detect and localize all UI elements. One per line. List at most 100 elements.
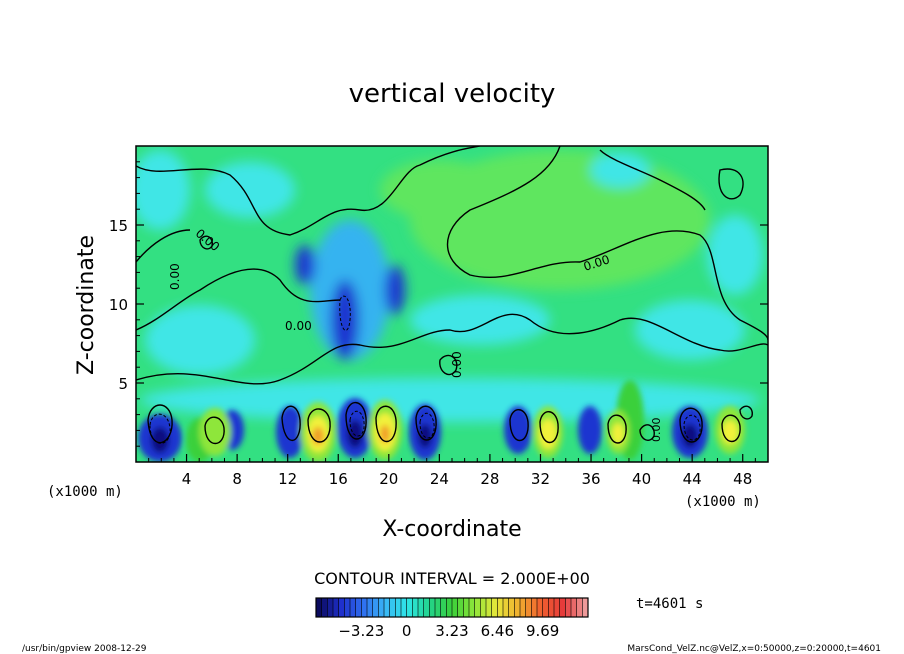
cyan-region [590, 152, 650, 188]
colorbar-segment [571, 598, 578, 617]
contour-zero [599, 149, 706, 211]
colorbar-segment [537, 598, 544, 617]
x-tick-label: 4 [182, 470, 192, 488]
colorbar-segment [486, 598, 493, 617]
colorbar-segment [491, 598, 498, 617]
colorbar-segment [327, 598, 334, 617]
cyan-region [205, 162, 295, 218]
x-tick-label: 24 [430, 470, 449, 488]
x-tick-label: 44 [683, 470, 702, 488]
colorbar-segment [350, 598, 357, 617]
colorbar-segment [469, 598, 476, 617]
colorbar-segment [508, 598, 515, 617]
blue-cell [151, 427, 169, 453]
colorbar-segment [542, 598, 549, 617]
footer-right: MarsCond_VelZ.nc@VelZ,x=0:50000,z=0:2000… [627, 644, 881, 654]
colorbar-tick-label: 3.23 [435, 622, 468, 640]
colorbar-segment [474, 598, 481, 617]
x-tick-label: 32 [531, 470, 550, 488]
y-tick-label: 5 [118, 375, 128, 393]
colorbar-segment [582, 598, 589, 617]
colorbar-segment [316, 598, 323, 617]
contour-zero [136, 313, 768, 385]
colorbar-segment [435, 598, 442, 617]
x-tick-label: 36 [581, 470, 600, 488]
cyan-region [145, 305, 255, 375]
contour-zero [136, 229, 191, 263]
colorbar-tick-label: 0 [402, 622, 412, 640]
chart-title: vertical velocity [349, 79, 556, 109]
upper-green-region [380, 160, 500, 220]
negative-contours [149, 295, 701, 444]
colorbar-segment [554, 598, 561, 617]
blue-cell [276, 406, 304, 458]
contour-label: 0.00 [285, 319, 312, 333]
colorbar-segment [446, 598, 453, 617]
colorbar-segment [355, 598, 362, 617]
colorbar-segment [525, 598, 532, 617]
colorbar-segment [423, 598, 430, 617]
colorbar-segment [429, 598, 436, 617]
colorbar-segment [401, 598, 408, 617]
colorbar-segment [321, 598, 328, 617]
contour-zero [136, 146, 481, 236]
x-units-right: (x1000 m) [685, 494, 761, 510]
y-tick-label: 10 [109, 296, 128, 314]
velocity-field: 0.00 0.00 0.00 0.00 0.00 0.00 [136, 146, 768, 462]
x-axis: 4 8 12 16 20 24 28 32 36 40 44 48 [148, 454, 756, 488]
updraft-cell [612, 423, 624, 445]
colorbar [315, 597, 589, 618]
blue-cell [578, 406, 602, 454]
colorbar-segment [520, 598, 527, 617]
footer-left: /usr/bin/gpview 2008-12-29 [22, 644, 147, 654]
colorbar-tick-label: 6.46 [481, 622, 514, 640]
colorbar-segment [452, 598, 459, 617]
contour-lines [136, 146, 768, 444]
colorbar-segment [338, 598, 345, 617]
contour-label: 0.00 [168, 263, 182, 290]
y-tick-label: 15 [109, 217, 128, 235]
colorbar-segment [440, 598, 447, 617]
colorbar-segment [565, 598, 572, 617]
colorbar-segment [412, 598, 419, 617]
contour-zero [136, 268, 341, 331]
colorbar-segment [406, 598, 413, 617]
colorbar-segment [344, 598, 351, 617]
colorbar-segment [480, 598, 487, 617]
x-tick-label: 8 [232, 470, 242, 488]
x-tick-label: 48 [733, 470, 752, 488]
x-tick-label: 16 [329, 470, 348, 488]
contour-label: 0.00 [450, 351, 464, 378]
cyan-region [707, 215, 763, 295]
blue-region [385, 265, 405, 315]
colorbar-segment [361, 598, 368, 617]
colorbar-tick-label: −3.23 [338, 622, 384, 640]
colorbar-segment [514, 598, 521, 617]
colorbar-segment [531, 598, 538, 617]
y-axis-label: Z-coordinate [74, 235, 99, 375]
colorbar-ticks: −3.23 0 3.23 6.46 9.69 [338, 622, 559, 640]
colorbar-segment [457, 598, 464, 617]
colorbar-segment [389, 598, 396, 617]
updraft-cell [199, 408, 231, 456]
colorbar-segment [384, 598, 391, 617]
contour-zero [718, 168, 744, 200]
contour-zero [446, 146, 768, 341]
colorbar-segment [378, 598, 385, 617]
time-label: t=4601 s [636, 596, 703, 612]
colorbar-segment [367, 598, 374, 617]
contour-label: 0.00 [650, 418, 663, 443]
colorbar-segment [576, 598, 583, 617]
colorbar-segment [497, 598, 504, 617]
colorbar-segment [503, 598, 510, 617]
colorbar-segment [333, 598, 340, 617]
blue-cell [418, 424, 432, 448]
colorbar-segment [463, 598, 470, 617]
x-tick-label: 28 [480, 470, 499, 488]
colorbar-segment [559, 598, 566, 617]
colorbar-segment [548, 598, 555, 617]
x-tick-label: 12 [278, 470, 297, 488]
colorbar-frame [315, 597, 589, 618]
cyan-region [410, 295, 550, 345]
cyan-region [635, 300, 745, 360]
